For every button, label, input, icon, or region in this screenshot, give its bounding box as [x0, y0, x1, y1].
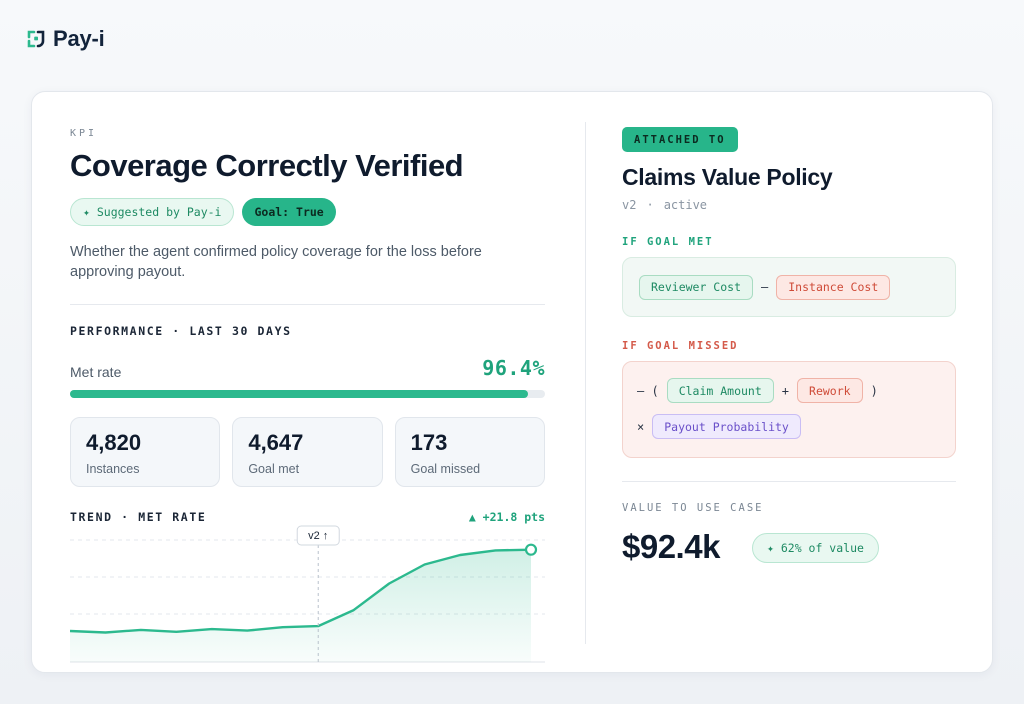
instance-cost-chip[interactable]: Instance Cost — [776, 274, 891, 300]
met-rate-progress-bar — [70, 390, 545, 398]
divider — [70, 304, 545, 305]
stat-goal-met[interactable]: 4,647 Goal met — [232, 417, 383, 487]
trend-line — [70, 548, 532, 634]
trend-end-point[interactable] — [524, 543, 538, 556]
divider — [622, 481, 956, 482]
kpi-description: Whether the agent confirmed policy cover… — [70, 244, 482, 280]
kpi-pills: ✦ Suggested by Pay-i Goal: True — [70, 198, 336, 226]
brand-logo[interactable]: Pay-i — [26, 26, 105, 52]
trend-chart[interactable]: v2 ↑ — [70, 524, 545, 664]
meta-separator: · — [646, 198, 654, 212]
value-to-use-case-label: VALUE TO USE CASE — [622, 502, 764, 514]
formula-row: – ( Claim Amount + Rework ) — [637, 378, 941, 403]
trend-area — [70, 549, 531, 662]
claim-amount-chip[interactable]: Claim Amount — [666, 378, 774, 403]
trend-label: TREND · MET RATE — [70, 510, 207, 524]
stat-value: 4,647 — [248, 430, 304, 455]
pay-i-logo-icon — [27, 30, 45, 48]
attached-to-badge: ATTACHED TO — [622, 127, 738, 152]
brand-name: Pay-i — [53, 26, 105, 51]
value-amount: $92.4k — [622, 528, 720, 565]
close-paren: ) — [870, 383, 878, 398]
stat-value: 4,820 — [86, 430, 142, 455]
policy-title[interactable]: Claims Value Policy — [622, 164, 833, 190]
reviewer-cost-chip[interactable]: Reviewer Cost — [639, 274, 754, 300]
policy-status: active — [663, 198, 708, 212]
met-rate-value: 96.4% — [482, 356, 545, 380]
if-goal-met-label: IF GOAL MET — [622, 236, 714, 248]
plus-operator: + — [781, 383, 790, 398]
negate-open-paren: – ( — [637, 383, 659, 398]
value-share-badge[interactable]: ✦ 62% of value — [752, 533, 879, 563]
formula-row: × Payout Probability — [637, 414, 941, 439]
rework-chip[interactable]: Rework — [797, 378, 863, 403]
kpi-kicker: KPI — [70, 128, 98, 139]
suggested-by-payi-badge[interactable]: ✦ Suggested by Pay-i — [70, 198, 235, 226]
stat-label: Goal met — [248, 462, 300, 476]
stat-goal-missed[interactable]: 173 Goal missed — [394, 417, 545, 487]
if-goal-met-formula: Reviewer Cost – Instance Cost — [622, 257, 956, 317]
kpi-card: KPI Coverage Correctly Verified ✦ Sugges… — [31, 91, 993, 673]
v2-marker-label: v2 ↑ — [308, 530, 328, 542]
stat-value: 173 — [410, 430, 448, 455]
kpi-title: Coverage Correctly Verified — [70, 148, 464, 183]
met-rate-progress-fill — [70, 390, 528, 398]
stats-row: 4,820 Instances 4,647 Goal met 173 Goal … — [70, 417, 545, 487]
met-rate-label: Met rate — [70, 364, 122, 380]
performance-label: PERFORMANCE · LAST 30 DAYS — [70, 324, 292, 338]
policy-meta: v2 · active — [622, 198, 707, 212]
if-goal-missed-formula: – ( Claim Amount + Rework ) × Payout Pro… — [622, 361, 956, 458]
payout-probability-chip[interactable]: Payout Probability — [652, 414, 801, 439]
goal-true-badge[interactable]: Goal: True — [242, 198, 336, 226]
stat-label: Goal missed — [410, 462, 481, 476]
trend-delta: ▲ +21.8 pts — [468, 510, 545, 524]
minus-operator: – — [761, 280, 769, 294]
if-goal-missed-label: IF GOAL MISSED — [622, 340, 739, 352]
stat-label: Instances — [86, 462, 140, 476]
policy-version: v2 — [622, 198, 637, 212]
times-operator: × — [637, 419, 645, 434]
stat-instances[interactable]: 4,820 Instances — [70, 417, 221, 487]
v2-marker-badge[interactable]: v2 ↑ — [296, 525, 340, 546]
column-divider — [585, 122, 586, 644]
